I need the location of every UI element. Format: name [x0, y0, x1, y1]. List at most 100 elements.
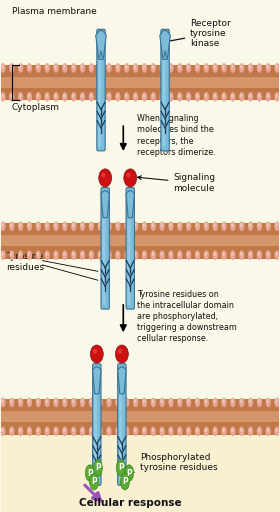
Circle shape [143, 428, 145, 432]
FancyBboxPatch shape [102, 191, 105, 305]
Circle shape [115, 397, 120, 407]
Circle shape [267, 428, 269, 432]
Circle shape [152, 223, 154, 227]
Circle shape [0, 250, 6, 260]
Circle shape [124, 63, 129, 73]
Circle shape [151, 426, 156, 436]
Circle shape [248, 397, 253, 407]
Circle shape [266, 221, 271, 231]
Circle shape [160, 252, 163, 256]
Circle shape [9, 221, 14, 231]
Circle shape [249, 399, 251, 403]
Circle shape [249, 223, 251, 227]
Circle shape [28, 94, 30, 98]
Circle shape [257, 397, 262, 407]
Circle shape [116, 399, 118, 403]
Circle shape [71, 63, 76, 73]
Circle shape [196, 223, 198, 227]
Text: Tyrosine residues on
the intracellular domain
are phosphorylated,
triggering a d: Tyrosine residues on the intracellular d… [137, 290, 237, 343]
FancyBboxPatch shape [161, 29, 169, 151]
Circle shape [27, 397, 32, 407]
Circle shape [116, 252, 118, 256]
Polygon shape [101, 190, 109, 218]
Circle shape [134, 223, 136, 227]
Circle shape [62, 426, 67, 436]
Circle shape [195, 426, 200, 436]
FancyBboxPatch shape [162, 33, 165, 147]
Circle shape [36, 63, 41, 73]
Circle shape [177, 92, 183, 102]
Circle shape [71, 250, 76, 260]
FancyBboxPatch shape [101, 187, 109, 309]
Circle shape [1, 223, 3, 227]
Circle shape [115, 426, 120, 436]
FancyBboxPatch shape [93, 364, 101, 485]
Circle shape [97, 63, 103, 73]
Circle shape [230, 221, 235, 231]
Circle shape [1, 399, 3, 403]
Circle shape [81, 252, 83, 256]
Circle shape [28, 428, 30, 432]
Circle shape [133, 397, 138, 407]
Circle shape [90, 65, 92, 69]
Circle shape [267, 94, 269, 98]
Circle shape [160, 94, 163, 98]
Circle shape [10, 399, 12, 403]
Ellipse shape [99, 169, 112, 187]
Circle shape [230, 92, 235, 102]
Circle shape [204, 426, 209, 436]
Circle shape [249, 65, 251, 69]
Circle shape [36, 92, 41, 102]
Circle shape [45, 92, 50, 102]
Circle shape [19, 94, 21, 98]
Circle shape [221, 426, 227, 436]
Circle shape [53, 92, 59, 102]
Circle shape [231, 252, 234, 256]
Circle shape [240, 399, 242, 403]
Circle shape [90, 399, 92, 403]
Circle shape [72, 223, 74, 227]
Circle shape [186, 63, 191, 73]
Circle shape [28, 252, 30, 256]
Circle shape [28, 399, 30, 403]
Circle shape [125, 399, 127, 403]
Circle shape [133, 63, 138, 73]
Circle shape [160, 221, 165, 231]
Circle shape [187, 399, 189, 403]
Circle shape [62, 397, 67, 407]
Circle shape [63, 223, 65, 227]
Circle shape [18, 397, 23, 407]
Circle shape [239, 221, 244, 231]
Circle shape [249, 94, 251, 98]
Circle shape [213, 250, 218, 260]
Circle shape [18, 221, 23, 231]
Circle shape [45, 426, 50, 436]
Circle shape [81, 223, 83, 227]
Circle shape [187, 428, 189, 432]
Circle shape [62, 92, 67, 102]
Circle shape [257, 426, 262, 436]
Circle shape [214, 223, 216, 227]
Circle shape [213, 92, 218, 102]
Circle shape [168, 250, 174, 260]
Circle shape [168, 92, 174, 102]
Circle shape [178, 65, 180, 69]
Circle shape [116, 223, 118, 227]
Circle shape [1, 252, 3, 256]
Circle shape [19, 428, 21, 432]
Circle shape [72, 94, 74, 98]
Circle shape [0, 221, 6, 231]
Circle shape [222, 65, 225, 69]
Circle shape [124, 250, 129, 260]
Text: Plasma membrane: Plasma membrane [12, 7, 97, 16]
Circle shape [80, 92, 85, 102]
Circle shape [80, 397, 85, 407]
Circle shape [178, 399, 180, 403]
Circle shape [9, 250, 14, 260]
Circle shape [205, 65, 207, 69]
Text: Tyrosine
residues: Tyrosine residues [6, 252, 45, 272]
Circle shape [116, 94, 118, 98]
Circle shape [205, 223, 207, 227]
Circle shape [54, 223, 57, 227]
Circle shape [0, 63, 6, 73]
